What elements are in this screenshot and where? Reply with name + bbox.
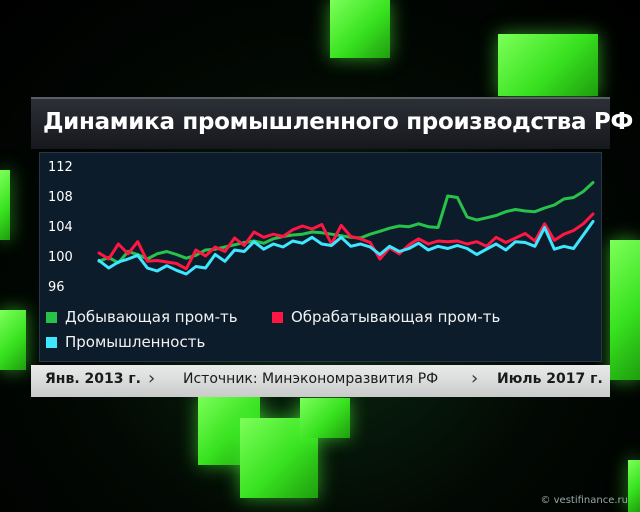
footer-end-date: Июль 2017 г. xyxy=(497,371,603,387)
decor-cube-top-right xyxy=(498,34,598,96)
y-tick-label: 96 xyxy=(48,280,65,295)
chevron-right-icon: › xyxy=(148,368,156,389)
chevron-right-icon: › xyxy=(471,368,479,389)
decor-cube-bottom-right xyxy=(628,460,640,512)
footer-bar: Янв. 2013 г. › Источник: Минэкономразвит… xyxy=(31,365,610,397)
y-tick-label: 112 xyxy=(48,160,73,175)
title-bar: Динамика промышленного производства РФ xyxy=(31,97,633,149)
legend-swatch-mining xyxy=(46,312,57,323)
decor-cube-right xyxy=(610,240,640,380)
y-tick-label: 104 xyxy=(48,220,73,235)
legend-item-mining: Добывающая пром-ть xyxy=(46,308,238,326)
legend-label-industry: Промышленность xyxy=(65,333,206,351)
decor-cube-left-lower xyxy=(0,310,26,370)
series-line-0 xyxy=(97,181,595,265)
legend-swatch-industry xyxy=(46,337,57,348)
decor-cube-bottom-c xyxy=(300,398,350,438)
line-chart: 96 100 104 108 112 xyxy=(48,160,595,295)
legend-label-mining: Добывающая пром-ть xyxy=(65,308,238,326)
footer-source: Источник: Минэкономразвития РФ xyxy=(183,371,439,387)
series-line-1 xyxy=(97,212,595,271)
footer-start-date: Янв. 2013 г. xyxy=(45,371,141,387)
decor-cube-left-upper xyxy=(0,170,10,240)
chart-title: Динамика промышленного производства РФ xyxy=(43,109,633,135)
watermark: © vestifinance.ru xyxy=(540,495,628,506)
legend-label-manufacturing: Обрабатывающая пром-ть xyxy=(291,308,501,326)
series-line-2 xyxy=(97,220,595,276)
chart-card: Динамика промышленного производства РФ 9… xyxy=(31,97,633,397)
y-tick-label: 108 xyxy=(48,190,73,205)
legend-item-manufacturing: Обрабатывающая пром-ть xyxy=(272,308,500,326)
legend-swatch-manufacturing xyxy=(272,312,283,323)
plot-panel: 96 100 104 108 112 Добывающая пром-ть Обраба… xyxy=(39,152,602,362)
legend-item-industry: Промышленность xyxy=(46,333,205,351)
y-tick-label: 100 xyxy=(48,250,73,265)
decor-cube-top xyxy=(330,0,390,58)
